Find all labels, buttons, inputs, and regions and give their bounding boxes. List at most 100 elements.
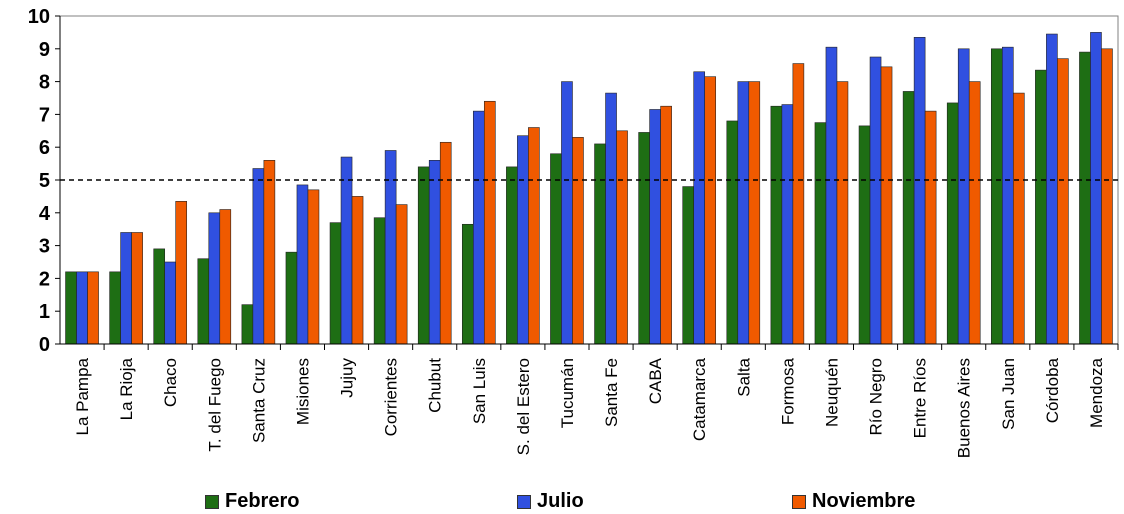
x-tick-label: Catamarca [690,357,709,441]
x-tick-label: Córdoba [1043,357,1062,423]
bar-julio [517,135,529,345]
x-tick-label: Jujuy [338,358,357,398]
x-tick-label: San Juan [999,358,1018,430]
bar-febrero [902,91,915,345]
bar-julio [340,156,353,345]
x-tick-label: Mendoza [1087,357,1106,427]
bar-noviembre [748,81,761,345]
x-tick-label: Entre Ríos [911,358,930,438]
bar-febrero [946,102,959,345]
bar-noviembre [880,66,893,345]
bar-noviembre [1101,48,1113,345]
bar-julio [428,160,441,345]
bar-noviembre [528,127,540,345]
bar-julio [737,81,750,345]
x-tick-label: Misiones [293,358,312,425]
bar-noviembre [131,232,143,345]
y-tick-label: 10 [28,6,50,28]
bar-julio [208,212,221,345]
bar-febrero [417,166,430,345]
bar-febrero [770,105,783,345]
bar-febrero [109,271,121,345]
legend-item-noviembre: Noviembre [792,490,915,513]
bar-noviembre [395,204,408,345]
bar-noviembre [263,160,276,345]
x-tick-label: Buenos Aires [955,358,974,458]
bar-julio [825,46,838,345]
bar-febrero [1035,69,1047,345]
legend-swatch-noviembre [792,494,806,509]
y-tick-label: 4 [39,203,51,225]
bar-febrero [506,166,518,345]
legend-item-julio: Julio [517,490,584,513]
bar-noviembre [307,189,320,345]
bar-noviembre [87,271,99,345]
bar-noviembre [572,137,584,345]
y-tick-label: 5 [39,170,50,192]
x-tick-label: Chaco [161,358,180,407]
legend-label-noviembre: Noviembre [812,490,916,512]
bar-julio [649,109,661,345]
x-tick-label: Neuquén [822,358,841,427]
bar-julio [605,92,617,345]
bar-febrero [153,248,166,345]
y-tick-label: 1 [39,301,50,323]
bar-noviembre [792,63,805,345]
bar-julio [1046,33,1058,345]
x-tick-label: Salta [734,357,753,396]
x-tick-label: S. del Estero [514,358,533,455]
legend-swatch-julio [517,494,531,509]
bar-febrero [1079,51,1091,345]
legend: Febrero Julio Noviembre [0,490,1124,514]
bar-julio [296,184,309,345]
x-tick-label: Chubut [426,358,445,413]
bar-julio [472,110,485,345]
bar-febrero [594,143,606,345]
legend-label-febrero: Febrero [225,490,300,512]
legend-item-febrero: Febrero [205,490,299,513]
bar-noviembre [1012,92,1025,345]
bar-julio [869,56,882,345]
bar-febrero [726,120,739,345]
bar-noviembre [219,209,232,345]
bar-noviembre [175,201,188,345]
bar-noviembre [968,81,981,345]
bar-julio [781,104,794,345]
bar-noviembre [660,105,672,345]
y-tick-label: 3 [39,236,50,258]
bar-julio [561,81,573,345]
x-tick-label: La Pampa [73,357,92,435]
bar-febrero [858,125,871,345]
bar-noviembre [704,76,717,345]
y-tick-label: 0 [39,334,50,356]
bar-julio [957,48,970,345]
bar-febrero [241,304,254,345]
bar-febrero [550,153,562,345]
x-tick-label: Santa Cruz [249,358,268,443]
legend-swatch-febrero [205,494,219,509]
y-tick-label: 2 [39,268,50,290]
bar-julio [120,232,132,345]
bar-febrero [329,222,342,345]
legend-label-julio: Julio [537,490,584,512]
x-tick-label: CABA [646,357,665,404]
bar-febrero [197,258,210,345]
bar-noviembre [1057,58,1069,345]
bar-febrero [461,223,474,345]
x-tick-label: Río Negro [867,358,886,435]
bar-noviembre [483,100,496,345]
x-tick-label: Formosa [778,357,797,425]
bar-febrero [682,186,695,345]
bar-febrero [638,132,650,345]
y-tick-label: 6 [39,137,50,159]
bar-febrero [65,271,77,345]
bar-noviembre [924,110,937,345]
bar-noviembre [439,141,452,345]
bar-julio [913,37,926,345]
x-tick-label: La Rioja [117,357,136,420]
y-tick-label: 7 [39,104,50,126]
bar-febrero [285,251,298,345]
bar-julio [1090,32,1102,345]
x-tick-label: T. del Fuego [205,358,224,452]
x-tick-label: Corrientes [382,358,401,436]
